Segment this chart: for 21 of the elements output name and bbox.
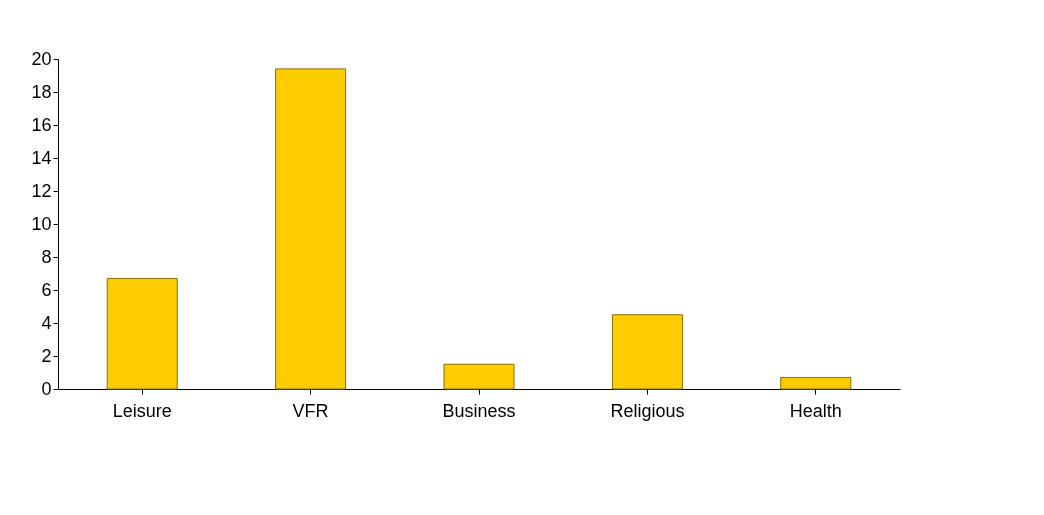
y-tick-label: 8 (41, 246, 52, 267)
bar (780, 376, 852, 390)
y-tick-label: 6 (41, 279, 52, 300)
y-tick-label: 16 (31, 114, 52, 135)
x-tick-label: Business (442, 400, 516, 421)
y-tick-label: 20 (31, 48, 52, 69)
bar (443, 363, 515, 390)
bar (106, 277, 178, 390)
x-tick-label: Leisure (112, 400, 172, 421)
x-tick-label: Religious (610, 400, 685, 421)
y-tick-label: 10 (31, 213, 52, 234)
x-tick-label: VFR (292, 400, 329, 421)
y-tick-label: 18 (31, 81, 52, 102)
bar (611, 314, 683, 390)
y-tick-label: 0 (41, 378, 52, 399)
y-tick-label: 14 (31, 147, 52, 168)
bar (275, 68, 347, 390)
y-tick-label: 12 (31, 180, 52, 201)
y-tick-label: 2 (41, 345, 52, 366)
x-tick-label: Health (789, 400, 842, 421)
y-tick-label: 4 (41, 312, 52, 333)
